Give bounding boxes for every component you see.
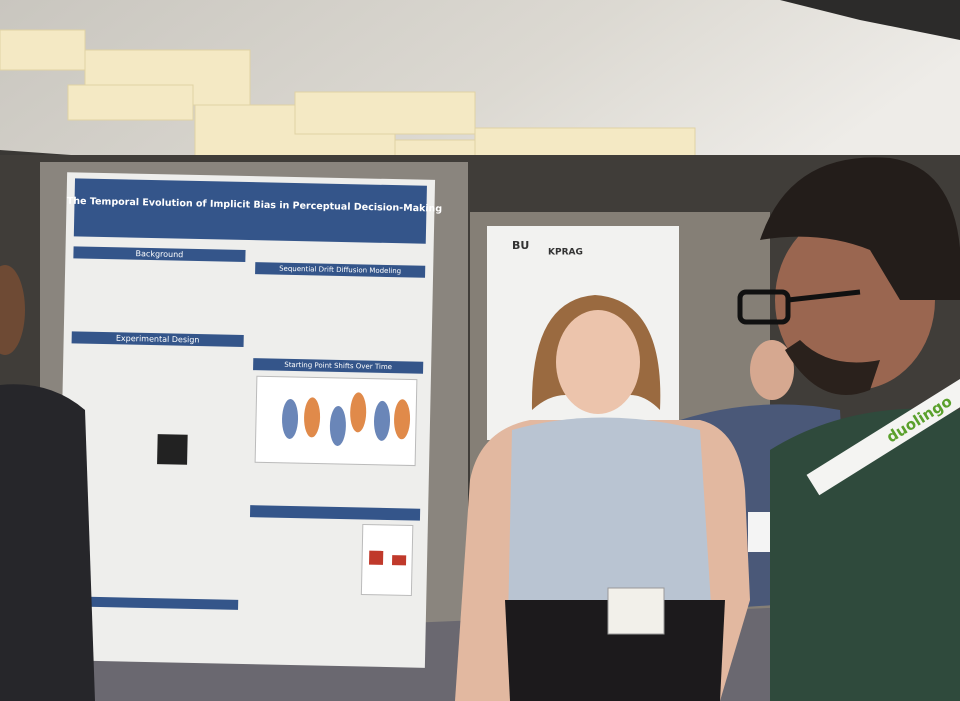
section-bar	[66, 596, 239, 610]
poster-logo: BU	[512, 239, 529, 252]
person-left-head	[0, 265, 25, 355]
violin	[329, 405, 346, 446]
section-bar	[73, 246, 246, 262]
poster-header	[73, 178, 427, 244]
man-beard	[785, 340, 880, 395]
bar-figure	[368, 550, 384, 565]
light	[294, 91, 476, 135]
name-badge	[607, 587, 665, 635]
poster-logo: KPRAG	[548, 248, 583, 258]
man-hair	[760, 157, 960, 300]
section-bar	[249, 505, 421, 521]
figure	[360, 523, 414, 597]
violin	[282, 398, 299, 439]
ceiling-vent	[780, 0, 960, 40]
woman-face	[556, 310, 640, 414]
person-left	[0, 384, 95, 701]
violin	[304, 397, 321, 438]
glasses-arm	[787, 289, 861, 303]
woman-top	[508, 417, 712, 625]
violin	[350, 392, 367, 433]
section-title: Background	[135, 249, 183, 259]
poster-left: The Temporal Evolution of Implicit Bias …	[56, 172, 442, 668]
section-title: Experimental Design	[116, 334, 200, 345]
bar-figure	[391, 555, 407, 566]
section-title: Sequential Drift Diffusion Modeling	[279, 265, 401, 276]
violin	[374, 400, 391, 441]
section-bar	[255, 262, 426, 278]
woman-skirt	[505, 600, 725, 701]
section-bar	[71, 331, 244, 347]
qr-code	[157, 434, 188, 465]
light	[0, 29, 86, 71]
lanyard-strap	[806, 374, 960, 496]
section-title: Starting Point Shifts Over Time	[284, 361, 392, 371]
light	[67, 84, 194, 121]
person-back-head	[750, 340, 794, 400]
violin-figure	[282, 392, 411, 446]
section-bar	[253, 358, 424, 374]
glasses	[737, 289, 791, 325]
poster	[56, 172, 436, 668]
violin	[394, 399, 411, 440]
